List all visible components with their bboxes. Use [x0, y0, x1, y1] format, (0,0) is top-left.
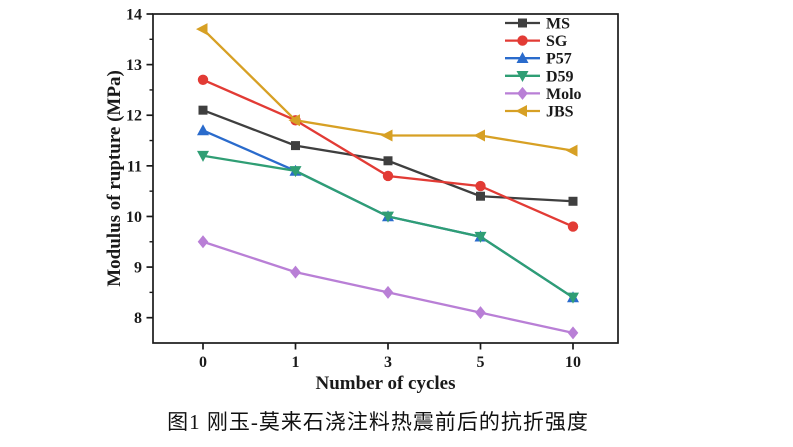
x-axis-label: Number of cycles: [315, 373, 455, 394]
marker-circle: [197, 74, 209, 86]
legend-label-JBS: JBS: [546, 104, 574, 121]
y-tick-label: 12: [126, 108, 142, 125]
plot-frame: [152, 13, 619, 344]
legend-marker-SG: [517, 35, 528, 46]
marker-triangle-down: [197, 150, 209, 162]
x-tick-label: 3: [384, 354, 392, 371]
marker-square: [291, 141, 300, 151]
marker-circle: [567, 221, 579, 232]
marker-triangle-down: [382, 211, 394, 223]
x-tick-label: 5: [477, 354, 485, 371]
marker-triangle-left: [473, 129, 485, 142]
y-axis-label: Modulus of rupture (MPa): [104, 70, 125, 287]
marker-square: [568, 196, 578, 206]
marker-triangle-down: [567, 292, 579, 304]
marker-triangle-left: [381, 129, 393, 142]
marker-triangle-left: [566, 144, 578, 157]
legend-label-Molo: Molo: [546, 86, 582, 103]
marker-square: [383, 156, 393, 166]
marker-triangle-down: [474, 231, 487, 243]
marker-diamond: [475, 306, 486, 320]
legend-marker-P57: [516, 52, 529, 63]
marker-circle: [382, 170, 394, 182]
legend-label-P57: P57: [546, 51, 572, 68]
marker-diamond: [567, 326, 579, 340]
y-tick-label: 9: [134, 260, 142, 277]
marker-diamond: [290, 265, 301, 279]
series-line-SG: [202, 78, 574, 228]
legend-label-SG: SG: [546, 33, 568, 50]
legend-label-MS: MS: [546, 16, 570, 33]
marker-square: [198, 105, 208, 115]
marker-triangle-left: [196, 23, 208, 36]
marker-triangle-up: [197, 124, 209, 136]
y-tick-label: 8: [134, 310, 142, 327]
marker-triangle-down: [289, 166, 302, 178]
marker-triangle-left: [288, 114, 300, 127]
legend-marker-D59: [516, 71, 529, 82]
legend-label-D59: D59: [546, 68, 574, 85]
y-tick-label: 10: [126, 209, 142, 226]
y-tick-label: 11: [127, 158, 142, 175]
legend-marker-MS: [518, 18, 527, 28]
legend-marker-Molo: [517, 86, 528, 100]
legend-marker-JBS: [515, 105, 527, 117]
marker-circle: [475, 180, 486, 192]
x-tick-label: 1: [292, 354, 300, 371]
marker-square: [476, 191, 485, 201]
marker-diamond: [382, 285, 394, 299]
x-tick-label: 10: [565, 354, 581, 371]
figure-caption: 图1 刚玉-莫来石浇注料热震前后的抗折强度: [167, 410, 589, 434]
y-tick-label: 13: [126, 57, 142, 74]
marker-diamond: [197, 235, 209, 249]
y-tick-label: 14: [126, 7, 142, 24]
x-tick-label: 0: [199, 354, 207, 371]
